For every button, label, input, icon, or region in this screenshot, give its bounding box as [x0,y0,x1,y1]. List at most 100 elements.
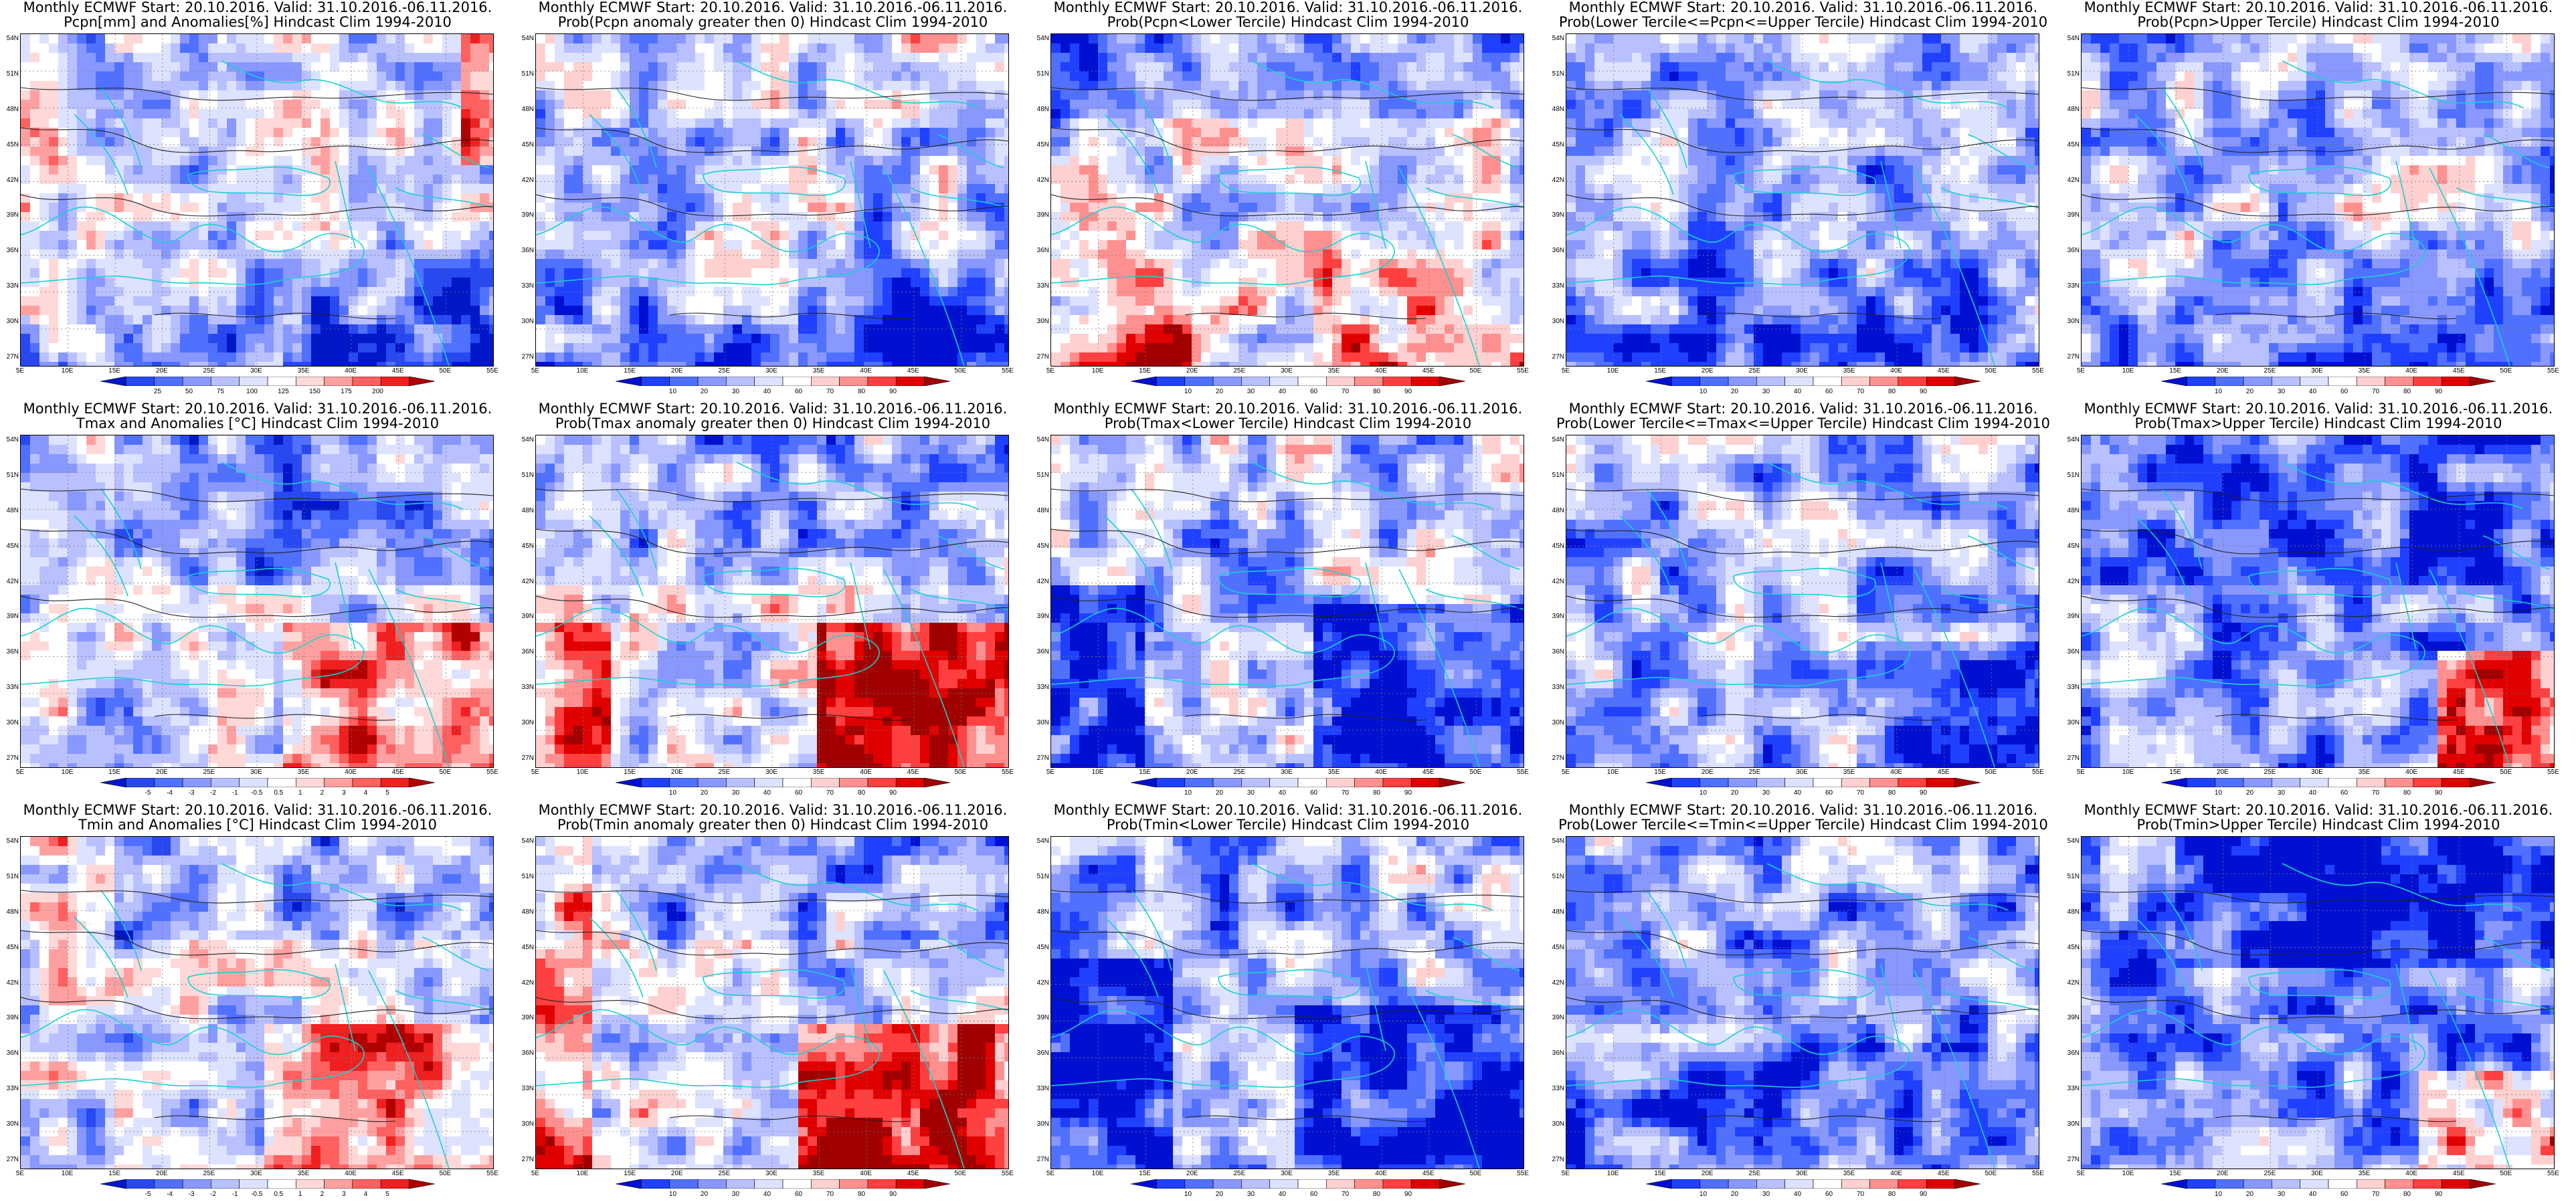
colorbar-min-arrow [1646,778,1672,787]
colorbar-label: 30 [1240,789,1261,797]
latitude-tick-label: 45N [1030,944,1049,951]
latitude-tick-label: 48N [515,507,534,514]
colorbar-label: 70 [820,388,840,395]
colorbar-min-arrow [616,377,642,386]
colorbar-segment [2328,377,2357,386]
latitude-tick-label: 48N [2061,908,2080,916]
latitude-tick-label: 42N [0,979,19,987]
panel-title-line1: Monthly ECMWF Start: 20.10.2016. Valid: … [1030,0,1546,15]
colorbar [2161,778,2496,787]
colorbar-segment [867,377,897,386]
colorbar-label: 80 [852,789,872,797]
colorbar-label: 80 [1367,388,1387,395]
panel-title-line2: Prob(Lower Tercile<=Pcpn<=Upper Tercile)… [1546,15,2061,29]
colorbar-segment [1869,1179,1899,1189]
map-plot-area [1050,836,1524,1169]
map-panel-pcpn-prob-middle-tercile: Monthly ECMWF Start: 20.10.2016. Valid: … [1546,0,2061,401]
colorbar-label: 60 [1304,388,1324,395]
colorbar-segment [182,377,211,386]
climatology-contours [536,488,1008,721]
latitude-tick-label: 51N [515,472,534,479]
latitude-tick-label: 27N [1546,353,1564,361]
longitude-tick-label: 5E [7,769,33,776]
latitude-tick-label: 33N [1546,282,1564,290]
latitude-tick-label: 45N [515,141,534,148]
longitude-tick-label: 10E [569,769,596,776]
forecast-field-map [1051,34,1524,366]
colorbar-label: 90 [1398,789,1418,797]
latitude-tick-label: 39N [2061,211,2080,219]
latitude-tick-label: 27N [1030,1156,1049,1163]
longitude-tick-label: 40E [1368,367,1394,375]
latitude-tick-label: 33N [515,684,534,691]
longitude-tick-label: 55E [479,1170,506,1177]
longitude-tick-label: 25E [1741,367,1768,375]
longitude-tick-label: 15E [1131,367,1158,375]
colorbar-segment [669,377,699,386]
colorbar-segment [782,778,812,787]
latitude-tick-label: 27N [0,755,19,762]
latitude-tick-label: 51N [2061,873,2080,880]
colorbar-segment [1898,778,1927,787]
longitude-tick-label: 55E [994,1170,1021,1177]
latitude-tick-label: 51N [1030,873,1049,880]
colorbar-segment [154,377,183,386]
latitude-tick-label: 27N [0,353,19,361]
longitude-tick-label: 45E [1415,367,1442,375]
panel-title-line2: Prob(Pcpn<Lower Tercile) Hindcast Clim 1… [1030,15,1546,29]
longitude-tick-label: 10E [2115,1170,2142,1177]
longitude-tick-label: 15E [1647,367,1673,375]
shaded-field-cells [1051,34,1524,366]
colorbar-label: 175 [337,388,357,395]
colorbar-segment [1926,377,1955,386]
longitude-tick-label: 30E [1273,1170,1300,1177]
climatology-contours [1051,890,1524,1122]
colorbar-segment [1728,778,1757,787]
latitude-tick-label: 33N [515,282,534,290]
colorbar-min-arrow [616,778,642,787]
map-plot-area [2081,435,2555,768]
colorbar-segment [2187,778,2216,787]
latitude-tick-label: 33N [1546,684,1564,691]
colorbar-label: 30 [1240,388,1261,395]
latitude-tick-label: 54N [0,837,19,845]
colorbar-segment [267,778,296,787]
forecast-field-map [536,837,1008,1169]
colorbar-segment [811,1179,840,1189]
colorbar-segment [1354,778,1384,787]
colorbar-label: 90 [883,388,903,395]
colorbar-segment [2357,377,2385,386]
longitude-tick-label: 20E [1179,1170,1206,1177]
latitude-tick-label: 30N [1546,719,1564,726]
colorbar-label: 10 [1693,388,1713,395]
latitude-tick-label: 54N [1030,837,1049,845]
latitude-tick-label: 54N [2061,35,2080,42]
colorbar-segment [1354,377,1384,386]
colorbar-label: 60 [1819,1191,1839,1198]
map-panel-tmax-prob-lower-tercile: Monthly ECMWF Start: 20.10.2016. Valid: … [1030,401,1546,803]
colorbar-segment [1699,778,1729,787]
colorbar-max-arrow [409,778,435,787]
latitude-tick-label: 30N [2061,318,2080,325]
colorbar-label: 30 [725,388,745,395]
longitude-tick-label: 10E [54,367,81,375]
colorbar-segment [1671,778,1701,787]
colorbar-segment [2413,778,2442,787]
colorbar-min-arrow [1131,1179,1157,1189]
coastline-borders [21,462,493,767]
colorbar-segment [754,1179,784,1189]
latitude-tick-label: 27N [2061,755,2080,762]
latitude-tick-label: 42N [2061,979,2080,987]
colorbar-label: 90 [883,789,903,797]
longitude-tick-label: 45E [1930,769,1957,776]
longitude-tick-label: 5E [2067,1170,2094,1177]
latitude-tick-label: 39N [0,613,19,620]
colorbar-label: 70 [1336,1191,1356,1198]
map-plot-area [1566,836,2039,1169]
colorbar-segment [2300,377,2329,386]
longitude-tick-label: 25E [1226,367,1253,375]
colorbar-segment [380,778,409,787]
colorbar-label: -3 [181,1191,201,1198]
longitude-tick-label: 10E [1600,1170,1627,1177]
climatology-contours [21,87,493,320]
